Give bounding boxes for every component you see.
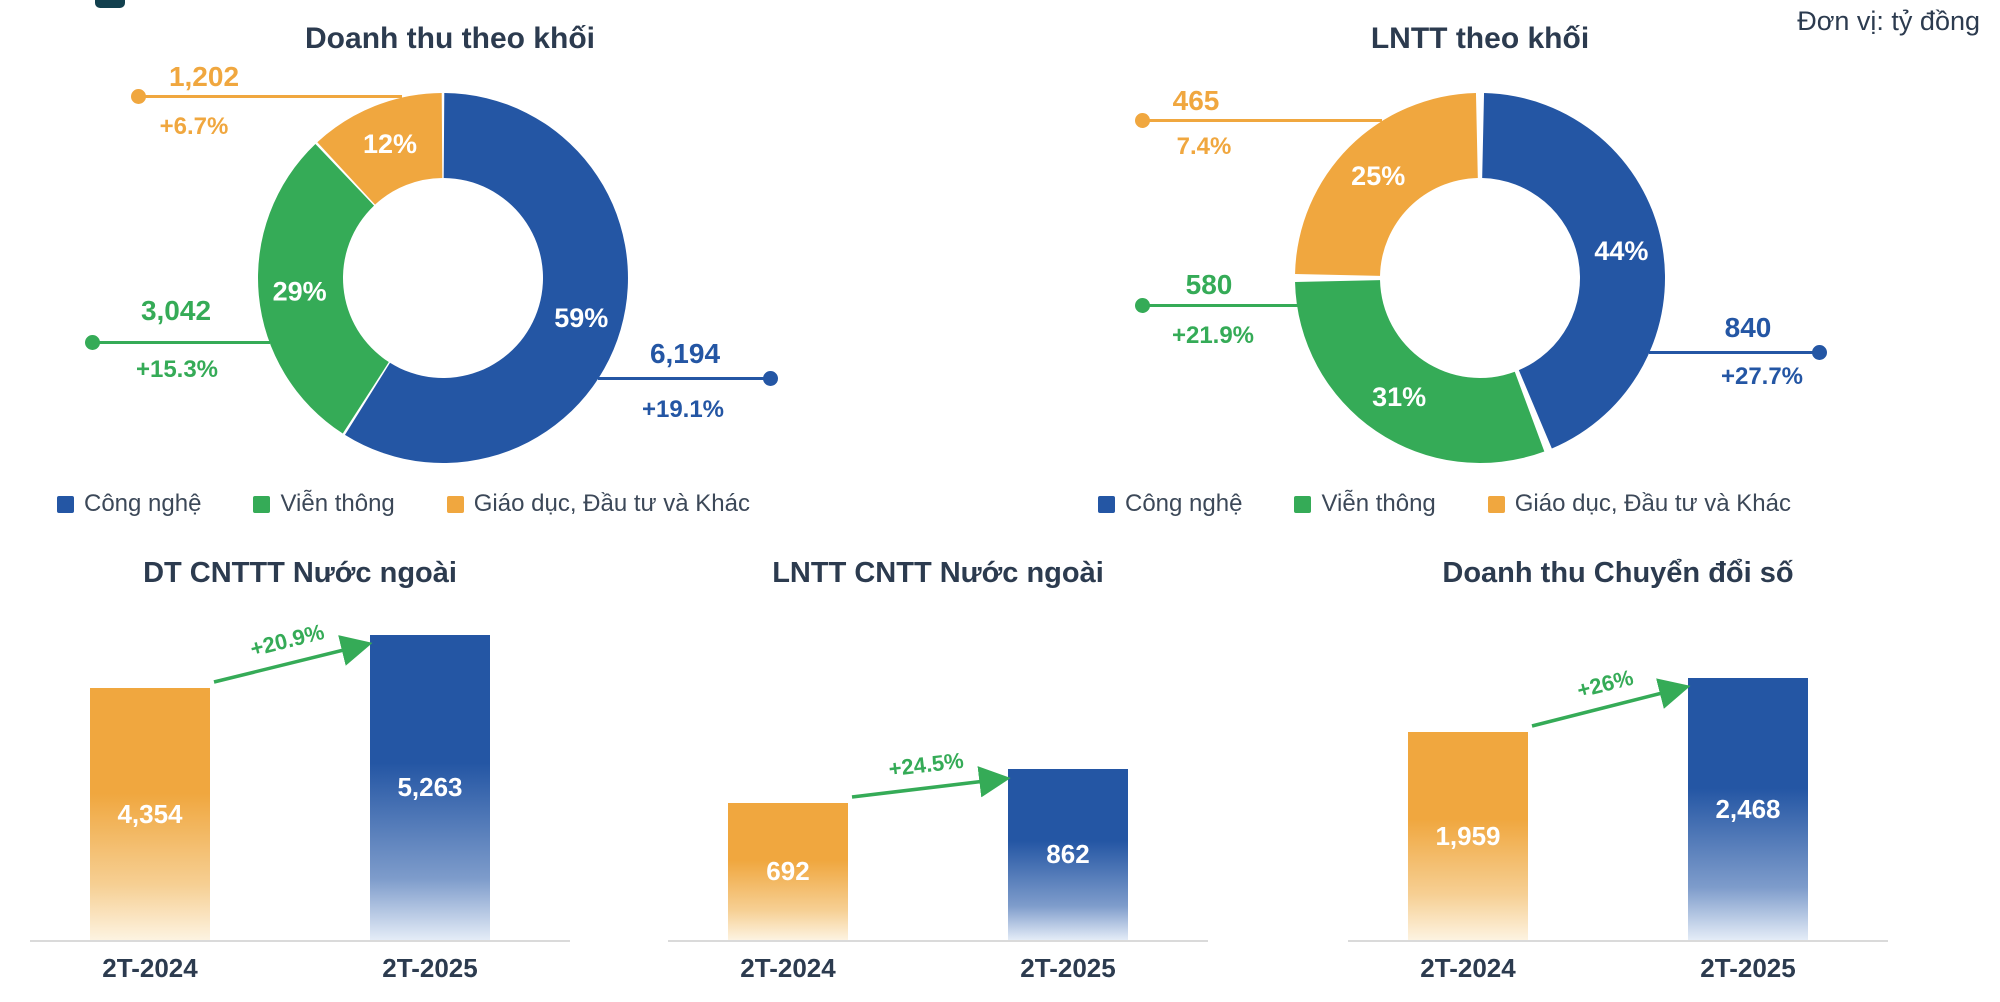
bar-value-label: 692 [766, 856, 810, 886]
callout-line [1142, 304, 1299, 307]
bar-chart-title: Doanh thu Chuyển đổi số [1442, 557, 1794, 589]
legend-item-label: Giáo dục, Đầu tư và Khác [1514, 490, 1791, 517]
chart-title-revenue-donut: Doanh thu theo khối [305, 22, 595, 55]
callout-line [92, 341, 270, 344]
chart-title-profit-donut: LNTT theo khối [1370, 22, 1590, 55]
bar-2t2024: 692 [728, 803, 848, 940]
legend-item-vien-thong: Viễn thông [1294, 490, 1436, 518]
x-axis-line [30, 940, 570, 942]
svg-text:+24.5%: +24.5% [887, 748, 965, 782]
callout-growth: +15.3% [135, 356, 219, 383]
callout-line [598, 377, 770, 380]
x-axis-label: 2T-2024 [740, 953, 836, 983]
bar-chart-title: LNTT CNTT Nước ngoài [772, 557, 1104, 589]
callout-value: 580 [1185, 269, 1233, 300]
callout-dot [1135, 298, 1150, 313]
bar-chart-title: DT CNTTT Nước ngoài [143, 557, 457, 589]
callout-growth: 7.4% [1176, 133, 1232, 160]
unit-label: Đơn vị: tỷ đồng [1797, 6, 1980, 36]
bar-value-label: 1,959 [1435, 820, 1501, 851]
svg-text:12%: 12% [363, 129, 417, 159]
callout-line [138, 95, 402, 98]
svg-text:+26%: +26% [1575, 665, 1636, 703]
callout-growth: +27.7% [1720, 363, 1804, 390]
callout-dot [1812, 345, 1827, 360]
callout-line [1142, 119, 1382, 122]
callout-value: 465 [1172, 85, 1220, 116]
callout-dot [85, 335, 100, 350]
callout-value: 1,202 [168, 61, 240, 92]
legend-swatch-green [1294, 495, 1312, 513]
svg-text:+20.9%: +20.9% [248, 619, 327, 661]
legend-profit: Công nghệ Viễn thông Giáo dục, Đầu tư và… [1098, 490, 1791, 518]
x-axis-label: 2T-2025 [1700, 953, 1796, 983]
cropped-logo-artifact [95, 0, 125, 8]
x-axis-label: 2T-2025 [1020, 953, 1116, 983]
callout-dot [763, 371, 778, 386]
callout-growth: +6.7% [159, 113, 229, 140]
bar-2t2025: 862 [1008, 769, 1128, 940]
bar-value-label: 5,263 [397, 772, 463, 802]
legend-item-giao-duc: Giáo dục, Đầu tư và Khác [446, 490, 750, 518]
callout-value: 840 [1724, 312, 1772, 343]
svg-text:44%: 44% [1594, 236, 1648, 266]
legend-swatch-green [253, 495, 271, 513]
legend-swatch-orange [446, 495, 464, 513]
callout-dot [131, 89, 146, 104]
callout-line [1649, 351, 1822, 354]
legend-swatch-orange [1487, 495, 1505, 513]
bar-chart-lntt-cntt-foreign: LNTT CNTT Nước ngoài 692 862 +24.5% 2T-2… [668, 555, 1208, 1002]
legend-item-cong-nghe: Công nghệ [57, 490, 201, 518]
bar-2t2025: 2,468 [1688, 678, 1808, 940]
bar-2t2024: 1,959 [1408, 732, 1528, 940]
bar-2t2025: 5,263 [370, 635, 490, 940]
callout-growth: +21.9% [1171, 322, 1255, 349]
donut-chart-revenue: 59% 29% 12% [258, 93, 628, 463]
legend-item-label: Viễn thông [1321, 490, 1436, 517]
legend-swatch-blue [1098, 495, 1115, 513]
svg-text:29%: 29% [273, 277, 327, 307]
legend-revenue: Công nghệ Viễn thông Giáo dục, Đầu tư và… [57, 490, 750, 518]
legend-item-giao-duc: Giáo dục, Đầu tư và Khác [1487, 490, 1791, 518]
legend-item-vien-thong: Viễn thông [253, 490, 395, 518]
bar-value-label: 862 [1046, 839, 1090, 869]
bar-chart-digital-transformation: Doanh thu Chuyển đổi số 1,959 2,468 +26%… [1348, 555, 1888, 1002]
x-axis-label: 2T-2024 [102, 953, 198, 983]
callout-value: 6,194 [649, 338, 721, 369]
callout-growth: +19.1% [641, 396, 725, 423]
legend-item-label: Viễn thông [280, 490, 395, 517]
svg-text:59%: 59% [554, 303, 608, 333]
bar-2t2024: 4,354 [90, 688, 210, 940]
legend-swatch-blue [57, 495, 74, 513]
callout-dot [1135, 113, 1150, 128]
svg-text:31%: 31% [1372, 382, 1426, 412]
legend-item-label: Công nghệ [84, 490, 202, 517]
legend-item-label: Giáo dục, Đầu tư và Khác [473, 490, 750, 517]
x-axis-label: 2T-2025 [382, 953, 478, 983]
callout-value: 3,042 [140, 295, 212, 326]
x-axis-line [1348, 940, 1888, 942]
bar-value-label: 2,468 [1715, 793, 1781, 824]
x-axis-line [668, 940, 1208, 942]
legend-item-cong-nghe: Công nghệ [1098, 490, 1242, 518]
donut-chart-profit: 44% 31% 25% [1295, 93, 1666, 463]
legend-item-label: Công nghệ [1125, 490, 1243, 517]
x-axis-label: 2T-2024 [1420, 953, 1516, 983]
bar-chart-dt-cntt-foreign: DT CNTTT Nước ngoài 4,354 5,263 +20.9% 2… [30, 555, 570, 1002]
bar-value-label: 4,354 [117, 798, 183, 829]
svg-text:25%: 25% [1351, 161, 1405, 191]
